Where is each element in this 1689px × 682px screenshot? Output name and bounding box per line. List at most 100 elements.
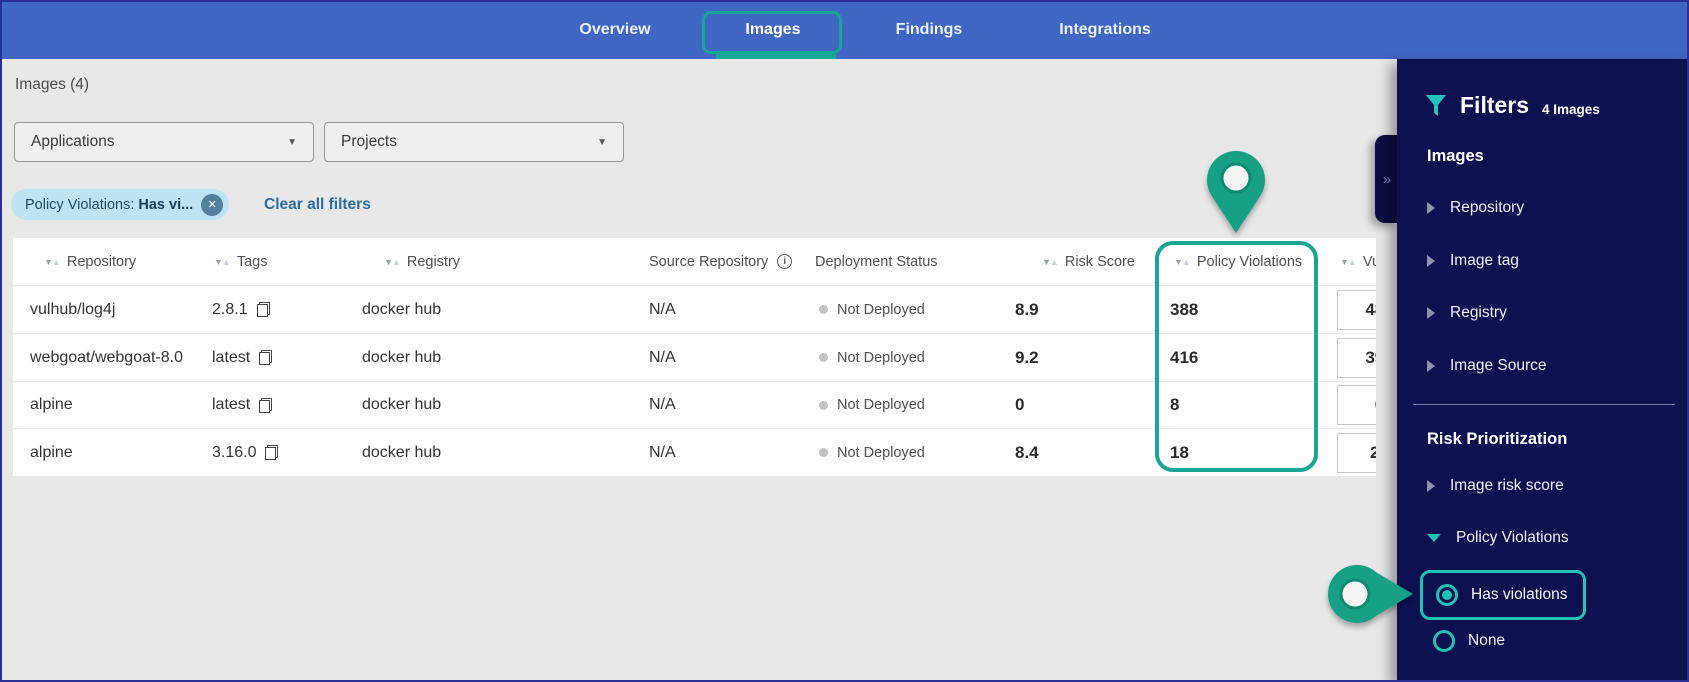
table-row[interactable]: alpine latest docker hub N/A Not Deploye…	[13, 381, 1376, 428]
tag-cell: latest	[212, 334, 273, 381]
filters-header: Filters 4 Images	[1425, 92, 1600, 119]
table-row[interactable]: alpine 3.16.0 docker hub N/A Not Deploye…	[13, 428, 1376, 476]
top-nav: Overview Images Findings Integrations	[2, 2, 1687, 59]
filters-count: 4 Images	[1542, 102, 1600, 117]
sort-icon[interactable]: ▼▲	[1340, 256, 1357, 267]
source-repository-cell: N/A	[649, 300, 676, 318]
images-table: ▼▲ Repository ▼▲ Tags ▼▲ Registry Source…	[13, 238, 1376, 476]
filter-chip-policy-violations[interactable]: Policy Violations: Has vi... ✕	[11, 189, 230, 220]
filter-chip-prefix: Policy Violations:	[25, 196, 135, 213]
policy-violations-cell: 8	[1170, 395, 1180, 414]
filter-item-policy-violations[interactable]: Policy Violations	[1427, 527, 1569, 549]
vulnerabilities-cell: 397	[1337, 334, 1376, 381]
filter-item-image-risk-score[interactable]: Image risk score	[1427, 475, 1564, 497]
risk-score-cell: 8.9	[1015, 299, 1039, 319]
filter-item-registry[interactable]: Registry	[1427, 302, 1507, 324]
column-header-repository: ▼▲ Repository	[44, 253, 137, 270]
tag-cell: 3.16.0	[212, 429, 279, 476]
chevron-down-icon	[1427, 534, 1441, 542]
vulnerabilities-cell: 485	[1337, 286, 1376, 333]
radio-selected-icon[interactable]	[1436, 584, 1458, 606]
section-heading-images: Images	[1427, 147, 1484, 165]
active-tab-indicator	[716, 54, 836, 59]
applications-dropdown[interactable]: Applications ▼	[14, 122, 314, 162]
tab-images[interactable]: Images	[745, 21, 801, 38]
tag-cell: 2.8.1	[212, 286, 270, 333]
filter-item-repository[interactable]: Repository	[1427, 197, 1524, 219]
sort-icon[interactable]: ▼▲	[214, 256, 231, 267]
risk-score-cell: 9.2	[1015, 347, 1039, 367]
remove-filter-icon[interactable]: ✕	[201, 193, 224, 216]
table-row[interactable]: vulhub/log4j 2.8.1 docker hub N/A Not De…	[13, 285, 1376, 333]
column-header-risk-score: ▼▲ Risk Score	[1042, 253, 1135, 270]
sort-icon[interactable]: ▼▲	[384, 256, 401, 267]
info-icon[interactable]: i	[777, 254, 793, 269]
registry-cell: docker hub	[362, 443, 442, 461]
vulnerabilities-cell: 23	[1337, 429, 1376, 476]
copy-icon[interactable]	[265, 445, 279, 460]
chevron-right-icon	[1427, 202, 1435, 214]
copy-icon[interactable]	[259, 350, 273, 365]
page-title: Images (4)	[15, 76, 90, 93]
vulnerabilities-count-button[interactable]: 485	[1337, 289, 1376, 330]
vulnerabilities-count-button[interactable]: 0	[1337, 385, 1376, 425]
vulnerabilities-cell: 0	[1337, 382, 1376, 428]
filter-funnel-icon	[1426, 94, 1446, 116]
deployment-status-cell: Not Deployed	[819, 286, 925, 333]
vulnerabilities-count-button[interactable]: 397	[1337, 337, 1376, 378]
policy-violations-cell: 416	[1170, 347, 1199, 367]
column-header-tags: ▼▲ Tags	[214, 253, 268, 270]
vulnerabilities-count-button[interactable]: 23	[1337, 432, 1376, 473]
source-repository-cell: N/A	[649, 348, 676, 366]
projects-dropdown[interactable]: Projects ▼	[324, 122, 624, 162]
registry-cell: docker hub	[362, 396, 442, 413]
map-pin-icon	[1207, 151, 1265, 233]
sort-icon[interactable]: ▼▲	[44, 256, 61, 267]
source-repository-cell: N/A	[649, 443, 676, 461]
chevron-right-icon	[1427, 360, 1435, 372]
tab-findings[interactable]: Findings	[895, 21, 963, 38]
status-dot-icon	[819, 353, 828, 362]
projects-dropdown-label: Projects	[341, 133, 397, 150]
option-none[interactable]: None	[1433, 630, 1505, 652]
column-header-registry: ▼▲ Registry	[384, 253, 461, 270]
filter-item-image-tag[interactable]: Image tag	[1427, 250, 1519, 272]
filter-chip-value: Has vi...	[138, 196, 194, 213]
repository-cell: vulhub/log4j	[30, 300, 116, 318]
chevron-right-icon	[1427, 255, 1435, 267]
filter-item-image-source[interactable]: Image Source	[1427, 355, 1547, 377]
chevron-down-icon: ▼	[597, 136, 607, 148]
column-header-policy-violations: ▼▲ Policy Violations	[1174, 253, 1303, 270]
source-repository-cell: N/A	[649, 396, 676, 413]
repository-cell: alpine	[30, 396, 73, 413]
chevron-down-icon: ▼	[287, 136, 297, 148]
risk-score-cell: 8.4	[1015, 442, 1039, 462]
table-row[interactable]: webgoat/webgoat-8.0 latest docker hub N/…	[13, 333, 1376, 381]
chevron-right-icon	[1427, 480, 1435, 492]
registry-cell: docker hub	[362, 300, 442, 318]
tab-overview[interactable]: Overview	[579, 21, 651, 38]
sort-icon[interactable]: ▼▲	[1174, 256, 1191, 267]
tab-integrations[interactable]: Integrations	[1059, 21, 1151, 38]
risk-score-cell: 0	[1015, 395, 1025, 414]
option-has-violations[interactable]: Has violations	[1420, 570, 1586, 620]
sidebar-collapse-handle[interactable]: »	[1375, 135, 1399, 223]
deployment-status-cell: Not Deployed	[819, 334, 925, 381]
column-header-source-repository: Source Repository i	[649, 238, 793, 285]
sort-icon[interactable]: ▼▲	[1042, 256, 1059, 267]
filters-title: Filters	[1460, 92, 1530, 118]
status-dot-icon	[819, 400, 828, 410]
copy-icon[interactable]	[259, 397, 273, 413]
clear-all-filters-link[interactable]: Clear all filters	[264, 196, 371, 213]
deployment-status-cell: Not Deployed	[819, 429, 925, 476]
sidebar-divider	[1413, 404, 1675, 405]
copy-icon[interactable]	[256, 302, 270, 317]
deployment-status-cell: Not Deployed	[819, 382, 925, 428]
status-dot-icon	[819, 448, 828, 457]
policy-violations-cell: 388	[1170, 299, 1199, 319]
column-header-deployment-status: Deployment Status	[815, 253, 938, 270]
table-header-row: ▼▲ Repository ▼▲ Tags ▼▲ Registry Source…	[13, 238, 1376, 285]
radio-unselected-icon[interactable]	[1433, 630, 1455, 652]
registry-cell: docker hub	[362, 348, 442, 366]
